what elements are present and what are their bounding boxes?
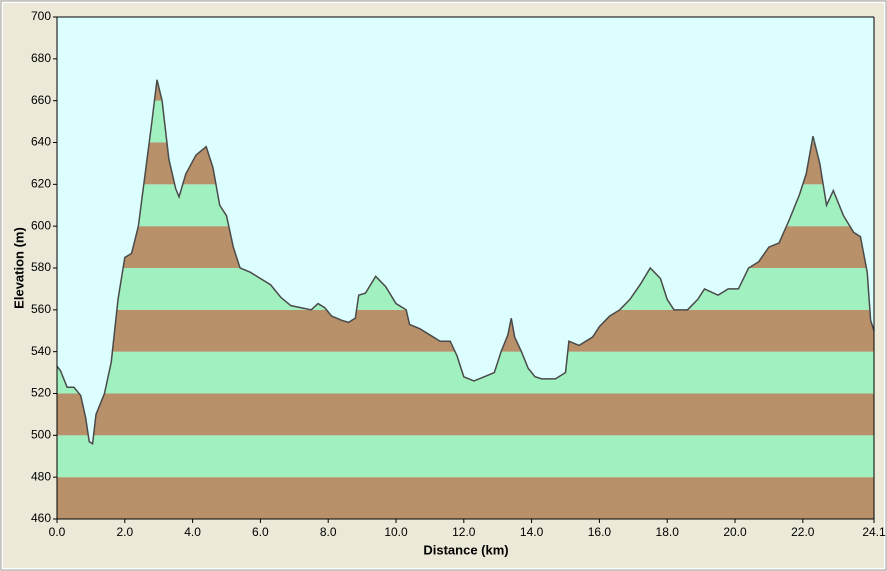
x-tick-label: 14.0: [520, 525, 544, 539]
elevation-band: [57, 435, 874, 478]
x-tick-label: 16.0: [588, 525, 612, 539]
x-tick-label: 18.0: [656, 525, 680, 539]
x-tick-label: 12.0: [452, 525, 476, 539]
x-tick-label: 22.0: [791, 525, 815, 539]
x-axis-title: Distance (km): [423, 542, 508, 557]
x-tick-label: 10.0: [384, 525, 408, 539]
y-tick-label: 460: [31, 511, 51, 525]
y-tick-label: 580: [31, 260, 51, 274]
y-tick-label: 620: [31, 177, 51, 191]
y-tick-label: 660: [31, 93, 51, 107]
y-tick-label: 520: [31, 386, 51, 400]
x-tick-label: 0.0: [49, 525, 66, 539]
x-tick-label: 2.0: [116, 525, 133, 539]
x-tick-label: 24.1: [862, 525, 886, 539]
elevation-line: [56, 79, 875, 445]
y-tick-label: 480: [31, 469, 51, 483]
y-tick-label: 540: [31, 344, 51, 358]
y-tick-label: 500: [31, 428, 51, 442]
y-tick-label: 560: [31, 302, 51, 316]
elevation-band: [57, 477, 874, 519]
x-tick-label: 6.0: [252, 525, 269, 539]
y-tick-label: 680: [31, 51, 51, 65]
y-axis-title: Elevation (m): [11, 227, 26, 309]
x-tick-label: 8.0: [320, 525, 337, 539]
y-tick-label: 600: [31, 218, 51, 232]
x-tick-label: 20.0: [723, 525, 747, 539]
y-tick-label: 640: [31, 135, 51, 149]
y-tick-label: 700: [31, 9, 51, 23]
elevation-band: [57, 393, 874, 436]
x-tick-label: 4.0: [184, 525, 201, 539]
